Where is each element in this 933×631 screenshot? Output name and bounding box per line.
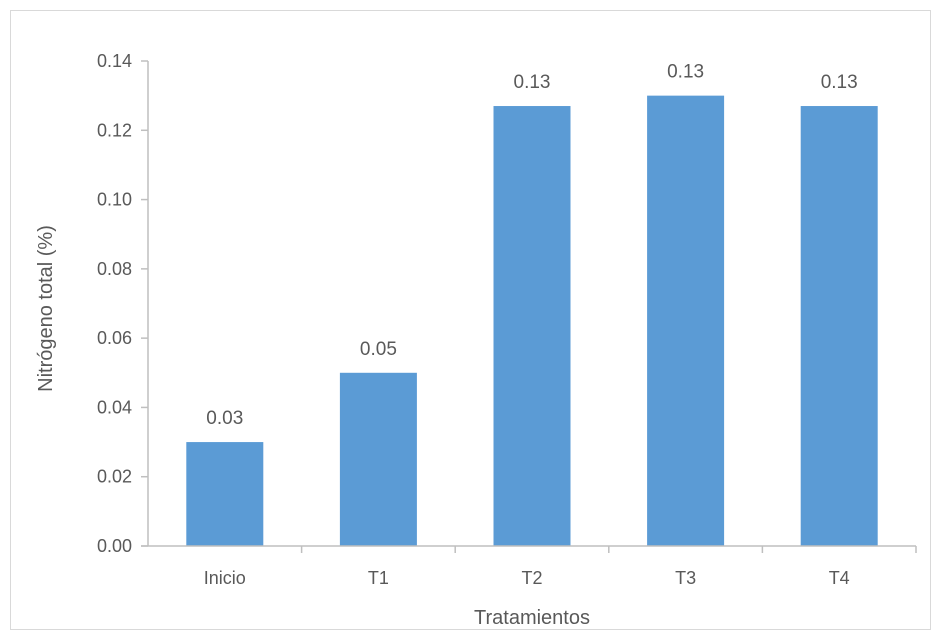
bar-t2 [493,106,571,547]
x-category-label: T3 [675,568,696,588]
bar-inicio [186,442,264,546]
x-category-label: T2 [521,568,542,588]
y-tick-label: 0.08 [97,259,132,279]
bar-t3 [647,95,725,547]
y-tick-label: 0.12 [97,120,132,140]
x-axis-labels: Inicio T1 T2 T3 T4 [204,546,917,588]
x-axis-title: Tratamientos [474,607,590,629]
y-tick-label: 0.06 [97,328,132,348]
data-label-t3: 0.13 [667,62,704,83]
data-label-t4: 0.13 [821,72,858,93]
y-axis-ticks: 0.00 0.02 0.04 0.06 0.08 0.10 0.12 0.14 [97,51,148,556]
data-label-t1: 0.05 [360,339,397,360]
y-tick-label: 0.02 [97,467,132,487]
y-tick-label: 0.14 [97,51,132,71]
data-labels: 0.03 0.05 0.13 0.13 0.13 [206,62,857,429]
y-axis-title: Nitrógeno total (%) [35,225,57,392]
bar-t4 [800,106,878,547]
y-tick-label: 0.04 [97,397,132,417]
y-tick-label: 0.10 [97,190,132,210]
data-label-inicio: 0.03 [206,408,243,429]
data-label-t2: 0.13 [514,72,551,93]
x-category-label: Inicio [204,568,246,588]
x-category-label: T4 [829,568,850,588]
bar-t1 [339,372,417,546]
chart-frame [10,10,931,630]
bars [186,95,878,547]
x-category-label: T1 [368,568,389,588]
y-tick-label: 0.00 [97,536,132,556]
